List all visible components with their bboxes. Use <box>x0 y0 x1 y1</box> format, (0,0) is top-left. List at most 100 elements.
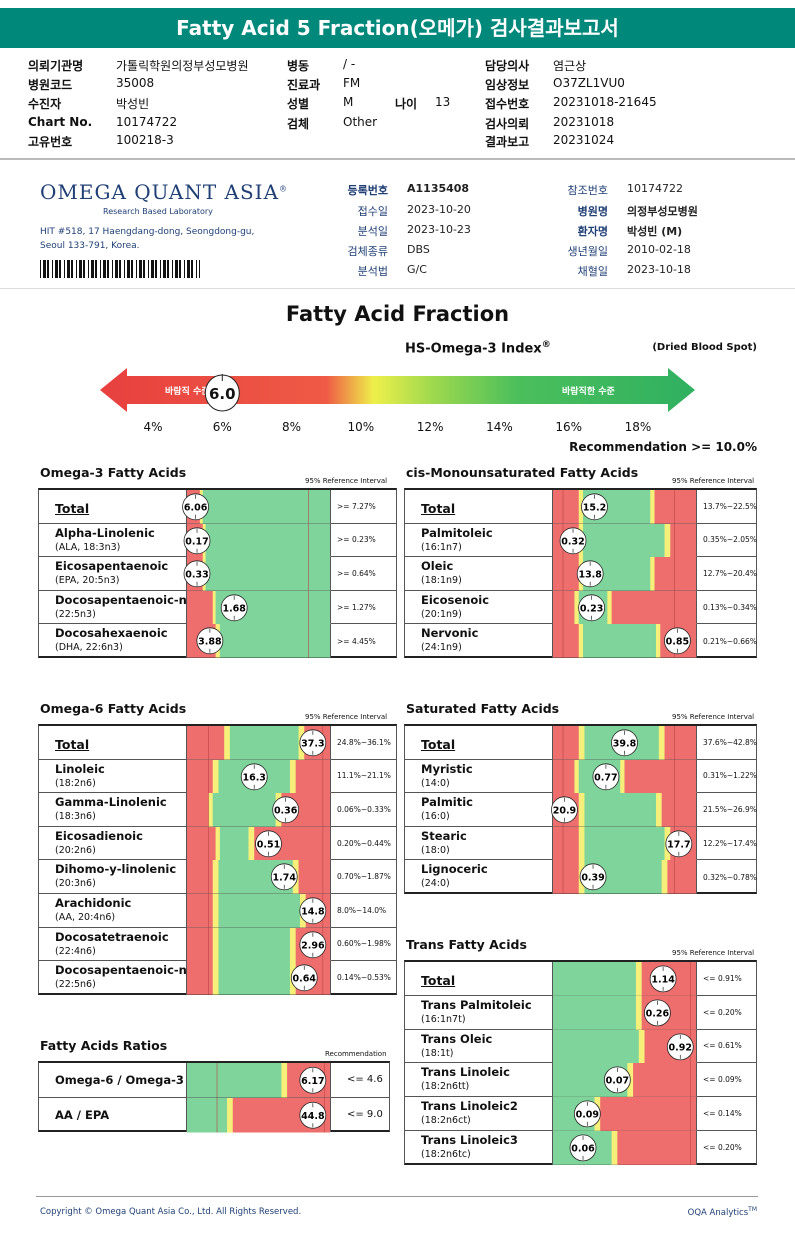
header-value: 가톨릭학원의정부성모병원 <box>116 59 249 73</box>
table-row: Palmitoleic (16:1n7) 0.32 0.35%~2.05% <box>405 523 757 558</box>
range-zone <box>212 759 219 794</box>
row-name-cell: Eicosapentaenoic (EPA, 20:5n3) <box>39 557 187 590</box>
header-value: / - <box>343 57 356 71</box>
value-label: 6.17 <box>301 1076 324 1087</box>
fatty-acid-name: Trans Linoleic3 <box>421 1133 518 1147</box>
range-bar: 16.3 <box>187 759 331 794</box>
omega6-table: Total 37.3 24.8%~36.1% Linoleic (18:2n6) 16.3… <box>38 724 397 995</box>
row-name-cell: Palmitoleic (16:1n7) <box>405 523 553 557</box>
barcode-bar <box>52 260 53 278</box>
header-label: 수진자 <box>28 97 62 111</box>
range-zone <box>187 759 214 794</box>
value-marker <box>183 560 211 588</box>
range-bar: 13.8 <box>553 557 697 591</box>
range-bar: 44.8 <box>187 1097 331 1132</box>
table-row: Total 1.14 <= 0.91% <box>405 962 756 996</box>
table-row: Omega-6 / Omega-3 6.17 <= 4.6 <box>39 1063 389 1098</box>
range-zone <box>661 860 668 894</box>
trans-panel-title: Trans Fatty Acids <box>406 937 527 952</box>
barcode-bar <box>55 260 58 278</box>
fatty-acid-name: Gamma-Linolenic <box>55 795 167 810</box>
header-value: 35008 <box>116 76 155 90</box>
reference-interval: 0.06%~0.33% <box>330 793 398 826</box>
report-info-label: 접수일 <box>357 205 388 218</box>
row-name-cell: Omega-6 / Omega-3 <box>39 1063 187 1097</box>
value-label: 3.88 <box>198 637 222 648</box>
report-info-label: 분석일 <box>357 225 388 238</box>
table-row: Dihomo-y-linolenic (20:3n6) 1.74 0.70%~1.87… <box>39 860 396 894</box>
report-info-value: 2010-02-18 <box>627 243 691 256</box>
barcode-bar <box>59 260 61 278</box>
trans-table: Total 1.14 <= 0.91% Trans Palmitoleic (16:1n… <box>404 960 757 1165</box>
value-label: 0.77 <box>594 772 617 783</box>
header-value: M <box>343 95 354 109</box>
value-marker <box>290 964 318 992</box>
gauge-tick-label: 6% <box>212 420 232 434</box>
value-marker <box>643 999 671 1027</box>
range-zone <box>187 860 214 894</box>
range-zone <box>218 894 301 928</box>
reference-interval: >= 1.27% <box>330 590 398 624</box>
barcode-bar <box>151 260 154 278</box>
fatty-acid-notation: (18:1n9) <box>421 575 462 587</box>
barcode-bar <box>67 260 70 278</box>
barcode-bar <box>76 260 77 278</box>
report-info-value: 박성빈 (M) <box>627 225 683 238</box>
fatty-acid-notation: (24:0) <box>421 878 450 890</box>
report-info-value: DBS <box>407 243 430 256</box>
barcode-bar <box>167 260 169 278</box>
fatty-acid-name: Trans Linoleic2 <box>421 1099 518 1114</box>
barcode-bar <box>115 260 118 278</box>
fatty-acid-name: Docosahexaenoic <box>55 626 168 641</box>
row-name-cell: Total <box>39 726 187 759</box>
value-marker <box>240 762 268 790</box>
range-zone <box>295 759 331 794</box>
range-zone <box>578 826 585 861</box>
range-zone <box>205 557 331 591</box>
reference-interval: 13.7%~22.5% <box>696 490 758 523</box>
table-row: Total 39.8 37.6%~42.8% <box>405 726 757 760</box>
range-bar: 15.2 <box>553 490 697 524</box>
fatty-acid-name: Nervonic <box>421 626 479 641</box>
row-name-cell: Myristic (14:0) <box>405 759 553 793</box>
fatty-acid-name: Omega-6 / Omega-3 <box>55 1073 184 1087</box>
barcode-bar <box>71 260 73 278</box>
fatty-acid-name: Docosapentaenoic-n3 <box>55 592 195 607</box>
fatty-acid-name: Eicosenoic <box>421 592 490 607</box>
fatty-acid-notation: (ALA, 18:3n3) <box>55 541 121 553</box>
range-zone <box>635 995 643 1030</box>
value-label: 2.96 <box>301 940 325 951</box>
fatty-acid-notation: (22:5n3) <box>55 608 96 620</box>
gauge-left-text: 바람직 수준 <box>165 385 210 397</box>
value-marker <box>255 830 282 857</box>
gauge-tick-label: 14% <box>486 420 513 434</box>
range-zone <box>187 793 209 827</box>
value-marker <box>299 930 327 958</box>
row-name-cell: Eicosadienoic (20:2n6) <box>39 826 187 860</box>
saturated-panel-title: Saturated Fatty Acids <box>406 701 560 716</box>
range-zone <box>215 826 221 861</box>
range-zone <box>298 860 331 894</box>
table-row: AA / EPA 44.8 <= 9.0 <box>39 1097 389 1132</box>
table-row: Arachidonic (AA, 20:4n6) 14.8 8.0%~14.0% <box>39 894 396 928</box>
barcode-bar <box>179 260 181 278</box>
fatty-acid-notation: (16:1n7) <box>421 541 462 553</box>
reference-interval: <= 0.20% <box>696 995 758 1029</box>
range-zone <box>208 793 214 827</box>
range-zone <box>654 557 697 591</box>
report-info-value: 의정부성모병원 <box>627 205 698 218</box>
barcode-bar <box>47 260 49 278</box>
fatty-acid-notation: (20:3n6) <box>55 878 96 890</box>
fatty-acid-name: Eicosapentaenoic <box>55 559 169 574</box>
value-label: 1.14 <box>651 974 675 985</box>
range-bar: 0.64 <box>187 961 331 995</box>
lab-logo: OMEGA QUANT ASIA® <box>40 180 289 204</box>
fatty-acid-name: Total <box>421 501 456 516</box>
range-zone <box>187 1063 282 1098</box>
reference-interval: 8.0%~14.0% <box>330 894 398 927</box>
reference-interval: 0.20%~0.44% <box>330 826 398 860</box>
value-label: 16.3 <box>242 772 265 783</box>
report-info-label: 검체종류 <box>347 245 388 258</box>
range-zone <box>650 557 656 591</box>
header-value: 10174722 <box>116 115 178 129</box>
